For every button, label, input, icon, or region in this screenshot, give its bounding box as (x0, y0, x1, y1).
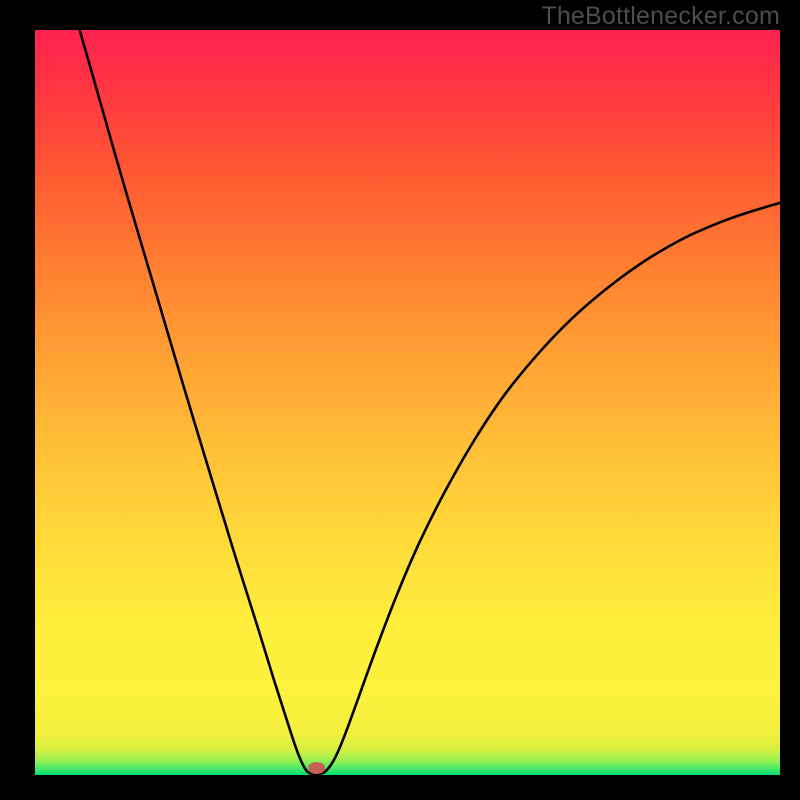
curve-layer (0, 0, 800, 800)
bottleneck-curve (80, 30, 780, 774)
chart-container: TheBottlenecker.com (0, 0, 800, 800)
watermark-text: TheBottlenecker.com (541, 2, 780, 31)
optimum-marker (308, 762, 326, 774)
